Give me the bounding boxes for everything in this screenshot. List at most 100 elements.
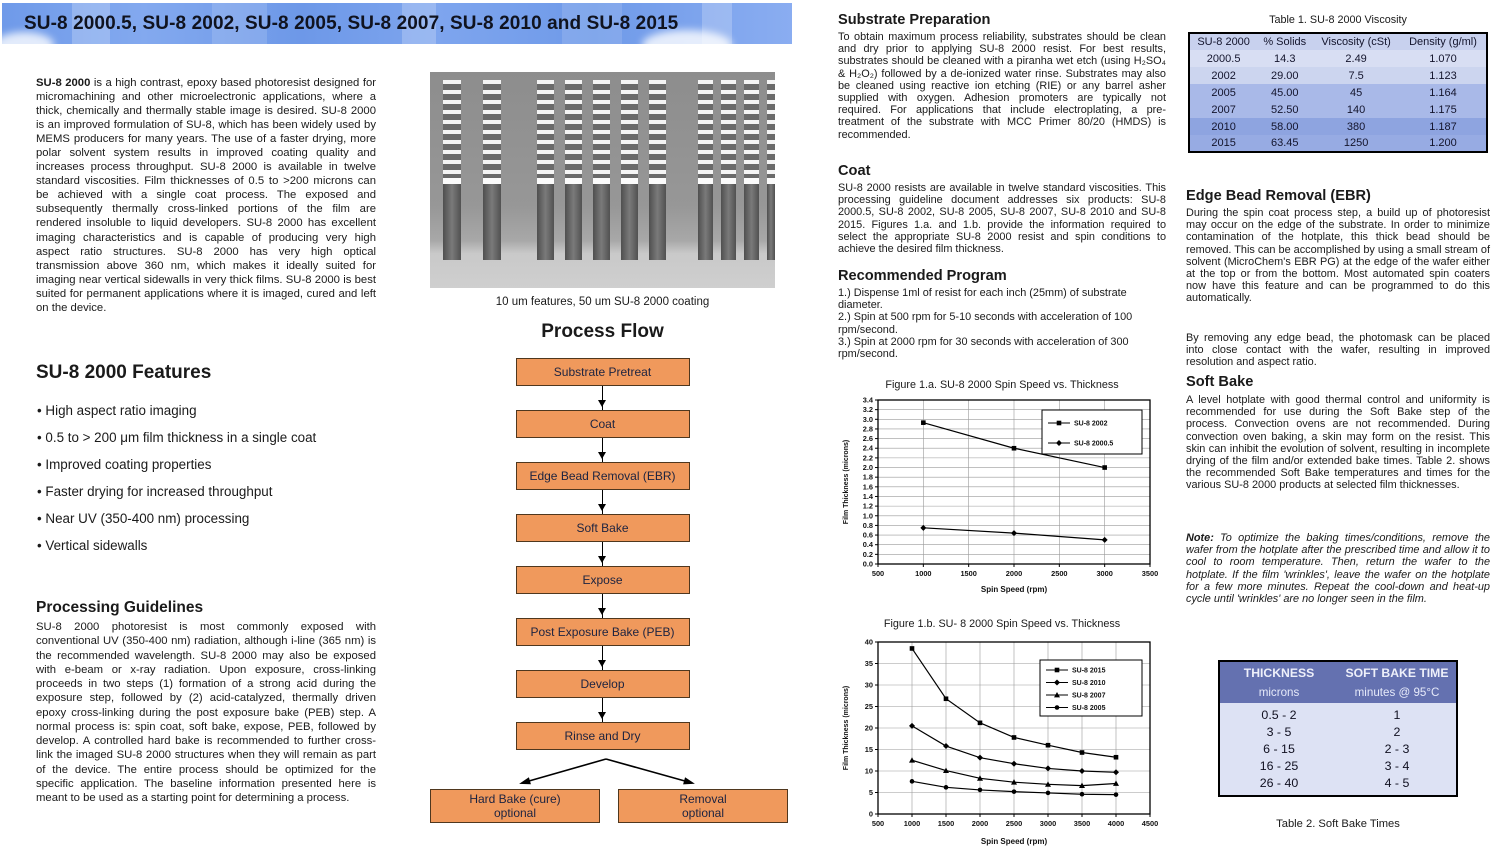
flow-step-box: Post Exposure Bake (PEB): [515, 618, 690, 646]
sem-pillar-stripes: [698, 80, 713, 178]
table2-header-cell: THICKNESS: [1220, 662, 1338, 680]
svg-text:0.6: 0.6: [863, 531, 873, 540]
sem-pillar-stripes: [443, 80, 461, 178]
table2-units-row: microns minutes @ 95°C: [1220, 680, 1456, 703]
sem-pillar-column: [744, 184, 759, 260]
sem-pillar-stripes: [744, 80, 759, 178]
table1-cell: 1.200: [1429, 137, 1457, 149]
coat-heading: Coat: [838, 163, 871, 179]
flow-arrow-down: [597, 490, 606, 514]
sem-pillar-stripes: [483, 80, 501, 178]
coat-body: SU-8 2000 resists are available in twelv…: [838, 182, 1166, 256]
svg-text:0.4: 0.4: [863, 540, 874, 549]
sem-pillar-cap: [483, 178, 501, 184]
table2-cell: 1: [1338, 703, 1456, 724]
sem-caption: 10 um features, 50 um SU-8 2000 coating: [495, 296, 710, 308]
table1-cell: 1.070: [1429, 52, 1457, 65]
table2-caption: Table 2. Soft Bake Times: [1276, 818, 1400, 830]
flow-arrow-down: [597, 438, 606, 462]
table1-row: 2000.5 14.3 2.49 1.070: [1189, 50, 1487, 67]
table1-cell: 1.187: [1429, 120, 1457, 133]
banner-decoration: [402, 3, 436, 44]
flow-end-steps: Hard Bake (cure) optional Removal optional: [430, 789, 788, 823]
program-step: 1.) Dispense 1ml of resist for each inch…: [838, 287, 1127, 312]
flow-end-label: Removal: [679, 792, 727, 806]
sem-pillar-column: [443, 184, 461, 260]
sem-pillar: [767, 80, 775, 260]
svg-text:2.4: 2.4: [863, 444, 874, 453]
sem-pillar-column: [537, 184, 554, 260]
table2-header-row: THICKNESS SOFT BAKE TIME: [1220, 662, 1456, 680]
sem-pillar-stripes: [621, 80, 638, 178]
flow-arrow-down: [597, 386, 606, 410]
process-flow-diagram: Substrate Pretreat Coat Edge Bead Removal …: [430, 358, 775, 750]
sem-pillar: [537, 80, 554, 260]
table1-row: 2007 52.50 140 1.175: [1189, 101, 1487, 118]
table1-cell: 1250: [1343, 137, 1369, 149]
svg-text:Spin Speed (rpm): Spin Speed (rpm): [981, 585, 1048, 594]
banner-decoration: [212, 3, 267, 44]
svg-text:2.2: 2.2: [863, 453, 873, 462]
svg-text:1000: 1000: [915, 569, 931, 578]
substrate-preparation-body: To obtain maximum process reliability, s…: [838, 31, 1166, 141]
svg-text:1.0: 1.0: [863, 511, 873, 520]
svg-text:SU-8 2005: SU-8 2005: [1072, 705, 1106, 712]
feature-item: High aspect ratio imaging: [37, 403, 381, 419]
svg-text:3500: 3500: [1074, 819, 1090, 828]
intro-paragraph: SU-8 2000 is a high contrast, epoxy base…: [36, 76, 376, 315]
intro-body: is a high contrast, epoxy based photores…: [36, 77, 377, 314]
figure-1b-caption: Figure 1.b. SU- 8 2000 Spin Speed vs. Th…: [883, 618, 1121, 630]
table2-row: 26 - 40 4 - 5: [1220, 774, 1456, 795]
intro-lead: SU-8 2000: [36, 77, 91, 89]
sem-pillar: [744, 80, 759, 260]
table2-cell: 2 - 3: [1338, 740, 1456, 758]
table2-row: 16 - 25 3 - 4: [1220, 757, 1456, 775]
flow-end-sublabel: optional: [493, 806, 537, 820]
svg-text:20: 20: [865, 724, 873, 733]
table1-cell: 2000.5: [1206, 52, 1241, 65]
table2-cell: 16 - 25: [1220, 757, 1338, 775]
table1-header-row: SU-8 2000 % Solids Viscosity (cSt) Density …: [1189, 33, 1487, 50]
soft-bake-body: A level hotplate with good thermal contr…: [1186, 394, 1490, 492]
ebr-body-2: By removing any edge bead, the photomask…: [1186, 332, 1490, 369]
table2-cell: 26 - 40: [1220, 774, 1338, 795]
ebr-body-1: During the spin coat process step, a bui…: [1186, 207, 1490, 305]
sem-pillar-cap: [721, 178, 736, 184]
svg-text:0.2: 0.2: [863, 550, 873, 559]
svg-text:4500: 4500: [1142, 819, 1158, 828]
table1-cell: 7.5: [1348, 69, 1364, 82]
table2-units-cell: microns: [1220, 680, 1338, 703]
feature-item: Vertical sidewalls: [37, 539, 381, 554]
table1-cell: 58.00: [1270, 120, 1299, 133]
table1-cell: 2010: [1211, 120, 1236, 133]
flow-step-box: Edge Bead Removal (EBR): [515, 462, 690, 490]
note-body: To optimize the baking times/conditions,…: [1186, 532, 1490, 606]
table1-cell: 52.50: [1270, 103, 1299, 116]
table1-cell: 1.164: [1429, 86, 1457, 99]
table1-row: 2015 63.45 1250 1.200: [1189, 135, 1487, 152]
svg-text:1.4: 1.4: [863, 492, 874, 501]
banner-cloud: [642, 30, 732, 44]
svg-text:1.6: 1.6: [863, 482, 873, 491]
feature-item: Improved coating properties: [37, 458, 381, 473]
table2-cell: 6 - 15: [1220, 740, 1338, 758]
banner-decoration: [72, 3, 110, 44]
sem-pillar-stripes: [537, 80, 554, 178]
flow-arrow-down: [597, 698, 606, 722]
sem-pillar-stripes: [721, 80, 736, 178]
flow-end-box: Hard Bake (cure) optional: [430, 789, 600, 823]
svg-text:SU-8 2010: SU-8 2010: [1072, 680, 1106, 687]
sem-pillar: [593, 80, 610, 260]
table2-cell: 3 - 4: [1338, 757, 1456, 775]
table2-header-cell: SOFT BAKE TIME: [1338, 662, 1456, 680]
sem-pillar-cap: [621, 178, 638, 184]
sem-micrograph-image: [430, 72, 775, 288]
svg-text:SU-8 2015: SU-8 2015: [1072, 668, 1106, 675]
sem-pillar: [621, 80, 638, 260]
program-step: 2.) Spin at 500 rpm for 5-10 seconds wit…: [838, 311, 1133, 336]
header-banner: SU-8 2000.5, SU-8 2002, SU-8 2005, SU-8 …: [2, 3, 792, 44]
svg-text:1500: 1500: [960, 569, 976, 578]
